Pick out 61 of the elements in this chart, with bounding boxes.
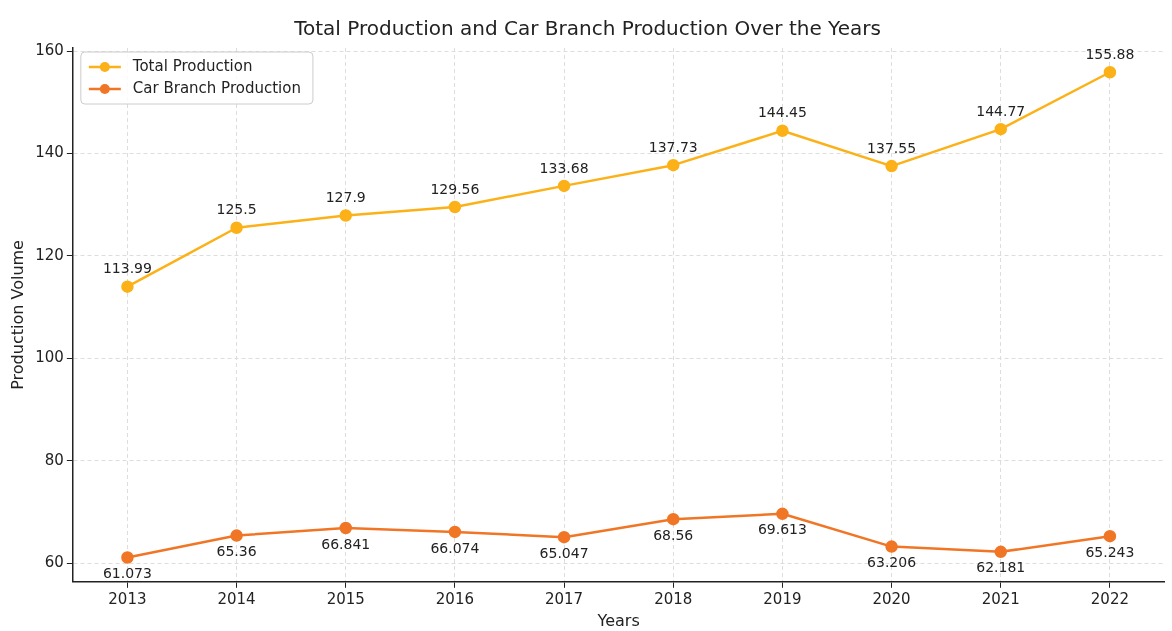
- point: [230, 529, 243, 542]
- data-label: 137.55: [867, 139, 917, 156]
- y-tick-label: 80: [44, 450, 64, 469]
- y-tick-label: 140: [35, 143, 64, 162]
- data-label: 113.99: [102, 260, 152, 277]
- legend-label: Car Branch Production: [132, 78, 301, 97]
- x-tick-label: 2017: [544, 589, 584, 608]
- data-label: 63.206: [867, 554, 917, 571]
- x-tick-label: 2018: [654, 589, 693, 608]
- data-label: 125.5: [216, 201, 257, 218]
- point: [1103, 529, 1117, 543]
- x-tick-label: 2015: [326, 589, 365, 608]
- x-tick-label: 2013: [108, 589, 147, 608]
- x-tick-label: 2021: [981, 589, 1020, 608]
- x-tick-label: 2019: [763, 589, 802, 608]
- data-label: 61.073: [102, 565, 152, 582]
- point: [339, 521, 352, 535]
- x-tick-label: 2016: [435, 589, 475, 608]
- point: [994, 545, 1007, 559]
- data-label: 65.047: [539, 544, 589, 561]
- y-tick-label: 120: [35, 245, 64, 264]
- chart-title: Total Production and Car Branch Production Over the Years: [293, 16, 881, 41]
- point: [1103, 66, 1117, 79]
- point: [667, 512, 680, 526]
- point: [885, 540, 898, 553]
- x-tick-label: 2014: [217, 589, 256, 608]
- point: [776, 124, 789, 138]
- y-tick-label: 100: [35, 348, 64, 367]
- point: [557, 179, 571, 193]
- point: [339, 209, 352, 222]
- data-label: 62.181: [976, 559, 1026, 576]
- point: [230, 221, 243, 235]
- point: [448, 200, 462, 214]
- x-tick-label: 2020: [872, 589, 911, 608]
- y-tick-label: 60: [44, 552, 64, 571]
- legend-label: Total Production: [131, 56, 253, 75]
- data-label: 129.56: [430, 180, 480, 197]
- data-label: 65.36: [216, 543, 257, 560]
- point: [557, 530, 571, 544]
- data-label: 68.56: [653, 526, 694, 543]
- point: [448, 525, 462, 539]
- point: [776, 507, 789, 521]
- data-label: 137.73: [648, 138, 698, 155]
- data-label: 155.88: [1085, 45, 1135, 62]
- x-axis-title: Years: [596, 610, 640, 630]
- point: [667, 158, 680, 172]
- point: [885, 159, 898, 173]
- data-label: 127.9: [325, 189, 366, 206]
- data-label: 144.45: [757, 104, 807, 121]
- y-tick-label: 160: [35, 41, 64, 60]
- point: [994, 122, 1007, 136]
- x-tick-label: 2022: [1090, 589, 1130, 608]
- data-label: 133.68: [539, 159, 589, 176]
- y-axis-title: Production Volume: [7, 240, 27, 390]
- data-label: 144.77: [976, 102, 1026, 119]
- data-label: 66.074: [430, 539, 480, 556]
- point: [121, 551, 134, 564]
- data-label: 65.243: [1085, 543, 1135, 560]
- data-label: 66.841: [321, 535, 371, 552]
- point: [121, 280, 134, 293]
- data-label: 69.613: [757, 521, 807, 538]
